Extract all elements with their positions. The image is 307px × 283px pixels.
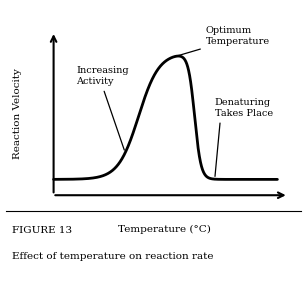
Text: Optimum
Temperature: Optimum Temperature <box>175 26 270 57</box>
Text: Temperature (°C): Temperature (°C) <box>118 225 211 234</box>
Text: Denaturing
Takes Place: Denaturing Takes Place <box>215 98 273 176</box>
Text: Effect of temperature on reaction rate: Effect of temperature on reaction rate <box>12 252 214 261</box>
Text: FIGURE 13: FIGURE 13 <box>12 226 72 235</box>
Text: Increasing
Activity: Increasing Activity <box>76 67 129 150</box>
Text: Reaction Velocity: Reaction Velocity <box>14 68 22 159</box>
